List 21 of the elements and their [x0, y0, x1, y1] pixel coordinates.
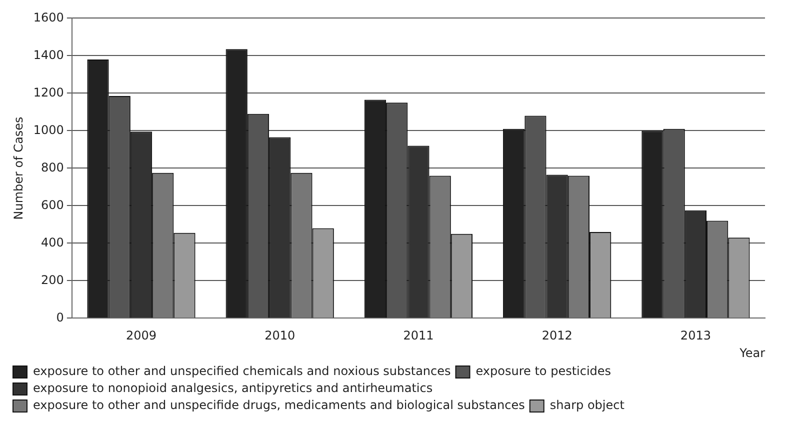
x-tick-label: 2012 [542, 328, 572, 343]
y-tick-label: 800 [41, 160, 64, 174]
y-tick-label: 200 [41, 272, 64, 287]
legend-label: exposure to other and unspecified chemicals and noxious substances [33, 364, 451, 378]
x-tick-label: 2010 [264, 328, 296, 343]
y-tick-label: 1000 [33, 122, 64, 137]
x-axis-title: Year [738, 346, 766, 360]
x-tick-label: 2011 [403, 328, 434, 343]
y-tick-label: 1600 [33, 10, 64, 24]
y-tick-label: 0 [56, 310, 64, 324]
y-tick-label: 600 [41, 198, 64, 212]
x-tick-label: 2009 [126, 328, 157, 343]
y-tick-label: 1400 [33, 48, 64, 62]
x-tick-label: 2013 [680, 328, 711, 343]
legend-label: exposure to other and unspecifide drugs, medicaments and biological substances [33, 398, 525, 412]
legend-label: exposure to pesticides [476, 364, 612, 378]
y-tick-label: 1200 [33, 85, 64, 100]
y-axis-title: Number of Cases [11, 116, 26, 220]
legend-label: exposure to nonopioid analgesics, antipyretics and antirheumatics [33, 381, 433, 396]
y-tick-label: 400 [41, 235, 64, 250]
legend-label: sharp object [550, 398, 625, 412]
